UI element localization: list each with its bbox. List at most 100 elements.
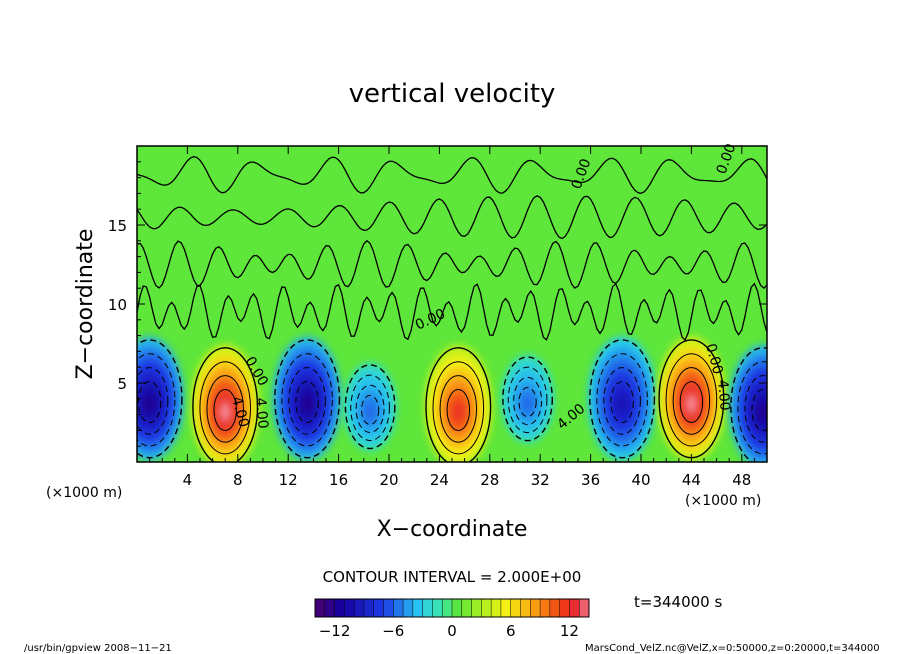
zero-contour	[137, 195, 767, 240]
colorbar-segment	[520, 599, 531, 617]
contour-line	[507, 366, 548, 434]
colorbar-segment	[315, 599, 326, 617]
colorbar-tick-label: 12	[560, 622, 579, 640]
feature-level	[523, 396, 532, 412]
feature-downdraft-8	[729, 344, 767, 462]
x-unit-right: (×1000 m)	[685, 493, 761, 509]
colorbar-segment	[393, 599, 404, 617]
contour-interval: CONTOUR INTERVAL = 2.000E+00	[323, 568, 582, 586]
x-tick-label: 40	[631, 471, 650, 489]
contour-line	[361, 394, 380, 426]
colorbar-segment	[412, 599, 424, 617]
contour-line	[610, 381, 634, 424]
contour-line	[672, 367, 711, 435]
colorbar-segment	[540, 599, 551, 617]
footer-right: MarsCond_VelZ.nc@VelZ,x=0:50000,z=0:2000…	[585, 643, 880, 654]
contour-line	[199, 361, 251, 455]
x-tick-label: 20	[379, 471, 398, 489]
contour-label-4-a: 4.00	[228, 395, 252, 429]
contour-line	[344, 364, 396, 450]
contour-line	[213, 388, 237, 431]
feature-level	[452, 401, 464, 423]
colorbar-segment	[471, 599, 482, 617]
colorbar-tick-label: −6	[382, 622, 404, 640]
zero-contour	[137, 239, 767, 289]
x-axis: 4 8 12 16 20 24 28 32 36 40 44 48	[149, 146, 755, 489]
contour-line	[350, 374, 390, 441]
colorbar-segment	[500, 599, 512, 617]
contour-line	[589, 339, 656, 459]
colorbar-tick-label: 0	[447, 622, 457, 640]
feature-level	[757, 401, 767, 423]
feature-downdraft-2	[273, 336, 342, 461]
contour-label-4-b: 4.00	[252, 397, 271, 429]
feature-downdraft-1	[137, 336, 184, 461]
y-tick-label: 15	[108, 217, 127, 235]
x-unit-left: (×1000 m)	[46, 485, 122, 501]
contour-line	[439, 375, 478, 443]
contour-line	[513, 376, 543, 426]
contour-line	[206, 375, 244, 443]
x-tick-label: 24	[430, 471, 449, 489]
colorbar-segment	[559, 599, 570, 617]
colorbar-segment	[461, 599, 473, 617]
colorbar-segment	[530, 599, 541, 617]
feature-updraft-0	[191, 344, 260, 462]
contour-line	[603, 367, 641, 435]
colorbar-tick-label: 6	[506, 622, 516, 640]
contour-label-4-d: 4.00	[714, 379, 733, 411]
contour-line	[425, 347, 492, 462]
contour-line	[596, 353, 648, 447]
contour-line	[502, 356, 553, 442]
contour-line	[751, 388, 767, 431]
contour-label-0-e: 0.00	[702, 342, 726, 376]
feature-weak-downdraft-5	[501, 354, 554, 443]
colorbar-segment	[579, 599, 590, 617]
x-tick-label: 36	[581, 471, 600, 489]
colorbar-segment	[422, 599, 433, 617]
colorbar-segment	[383, 599, 394, 617]
feature-level	[301, 393, 313, 415]
zero-contour	[137, 282, 767, 342]
contour-line	[288, 367, 326, 435]
contour-line	[446, 388, 471, 431]
colorbar-segment	[373, 599, 384, 617]
feature-level	[219, 401, 231, 423]
colorbar-segment	[432, 599, 443, 617]
contour-line	[295, 381, 319, 424]
feature-level	[143, 393, 156, 415]
contour-line	[679, 381, 704, 424]
colorbar-segment	[442, 599, 453, 617]
y-tick-label: 10	[108, 296, 127, 314]
colorbar-segment	[354, 599, 365, 617]
x-tick-label: 32	[531, 471, 550, 489]
contour-line	[665, 353, 718, 447]
contour-lines	[137, 156, 767, 462]
x-tick-label: 28	[480, 471, 499, 489]
contour-line	[355, 384, 385, 433]
colorbar-frame	[314, 598, 590, 618]
feature-updraft-4	[424, 344, 493, 462]
contour-line	[744, 375, 767, 443]
colorbar-segment	[324, 599, 336, 617]
contour-line	[137, 353, 176, 447]
contour-line	[518, 387, 537, 418]
footer-left: /usr/bin/gpview 2008−11−21	[24, 643, 172, 654]
field-blobs	[137, 336, 767, 462]
colorbar-segment	[510, 599, 521, 617]
contour-line	[432, 361, 485, 455]
colorbar-tick-label: −12	[319, 622, 351, 640]
x-tick-label: 4	[183, 471, 193, 489]
feature-downdraft-6	[588, 336, 657, 461]
feature-updraft-7	[657, 336, 726, 461]
colorbar	[315, 599, 590, 617]
colorbar-segment	[344, 599, 355, 617]
zero-contour	[137, 156, 767, 194]
colorbar-segment	[363, 599, 375, 617]
x-tick-label: 8	[233, 471, 243, 489]
x-tick-label: 16	[329, 471, 348, 489]
contour-line	[281, 353, 333, 447]
colorbar-segment	[334, 599, 345, 617]
y-axis: 5 10 15	[108, 161, 767, 447]
colorbar-segment	[549, 599, 561, 617]
